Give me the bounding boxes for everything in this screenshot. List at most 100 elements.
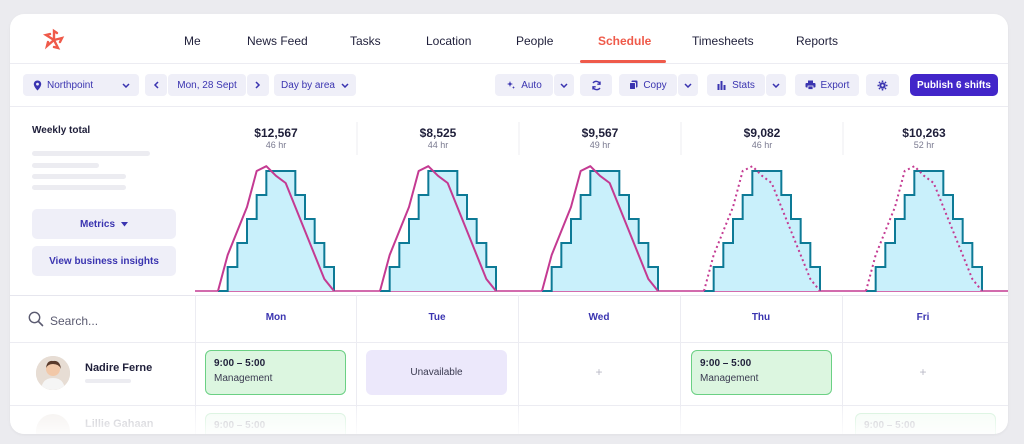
unavailable-card[interactable]: Unavailable [366,350,507,395]
staffing-area [542,171,658,291]
prev-date-button[interactable] [145,74,167,96]
avatar[interactable] [36,414,70,434]
grid-divider [680,295,681,434]
staffing-line [866,170,983,292]
weekly-total-title: Weekly total [32,125,91,136]
add-shift-button[interactable]: + [919,365,927,379]
refresh-button[interactable] [580,74,612,96]
export-button[interactable]: Export [795,74,859,96]
shift-card[interactable]: 9:00 – 5:00 [205,413,346,434]
day-total-hours: 49 hr [589,140,611,150]
add-shift-button[interactable]: + [595,365,603,379]
metrics-button[interactable]: Metrics [32,209,176,239]
auto-button[interactable]: Auto [495,74,553,96]
settings-button[interactable] [866,74,899,96]
grid-divider [356,295,357,434]
shift-card[interactable]: 9:00 – 5:00 Management [691,350,832,395]
employee-name[interactable]: Nadire Ferne [85,362,153,374]
day-total-cost: $9,567 [581,126,619,140]
copy-button[interactable]: Copy [619,74,677,96]
skeleton-line [32,151,150,156]
brand-logo-icon[interactable] [42,28,66,52]
day-total-cost: $8,525 [419,126,457,140]
app-frame: Me News Feed Tasks Location People Sched… [10,14,1008,434]
day-header-fri: Fri [916,312,930,323]
staffing-line [542,170,659,292]
grid-divider [195,295,196,434]
location-select[interactable]: Northpoint [23,74,139,96]
stats-menu-button[interactable] [766,74,786,96]
chevron-down-icon [122,82,130,88]
auto-label: Auto [521,79,542,91]
day-total-cost: $12,567 [254,126,298,140]
day-total-hours: 52 hr [913,140,935,150]
day-total-hours: 46 hr [751,140,773,150]
stats-button[interactable]: Stats [707,74,765,96]
nav-location[interactable]: Location [426,34,472,48]
day-total-hours: 46 hr [265,140,287,150]
chevron-down-icon [684,82,692,88]
staffing-area [866,171,982,291]
copy-label: Copy [643,79,667,91]
day-header-tue: Tue [428,312,446,323]
demand-line [703,165,821,292]
nav-me[interactable]: Me [184,34,201,48]
location-pin-icon [33,80,42,91]
staffing-area [218,171,334,291]
auto-menu-button[interactable] [554,74,574,96]
staffing-line [704,170,821,292]
search-icon [28,311,44,330]
refresh-icon [591,80,602,91]
grid-divider [842,295,843,434]
next-date-button[interactable] [247,74,269,96]
caret-down-icon [121,221,128,227]
copy-icon [629,80,638,90]
employee-name[interactable]: Lillie Gahaan [85,418,154,430]
view-label: Day by area [281,79,335,91]
bar-chart-icon [717,80,727,90]
nav-schedule[interactable]: Schedule [598,34,652,48]
copy-menu-button[interactable] [678,74,698,96]
publish-button[interactable]: Publish 6 shifts [910,74,998,96]
staffing-chart [195,122,1008,292]
staffing-line [380,170,497,292]
export-label: Export [820,79,850,91]
shift-time: 9:00 – 5:00 [864,420,916,431]
shift-card[interactable]: 9:00 – 5:00 [855,413,996,434]
nav-tasks[interactable]: Tasks [350,34,381,48]
skeleton-line [32,174,126,179]
printer-icon [805,80,816,90]
nav-timesheets[interactable]: Timesheets [692,34,754,48]
day-total-cost: $9,082 [743,126,781,140]
demand-line [865,165,983,292]
skeleton-line [32,163,99,168]
grid-divider [10,295,1008,296]
shift-time: 9:00 – 5:00 [700,358,752,369]
avatar[interactable] [36,356,70,390]
shift-role: Management [700,373,759,384]
demand-line [217,165,335,292]
top-nav: Me News Feed Tasks Location People Sched… [10,14,1008,64]
skeleton-line [85,379,131,383]
sparkle-icon [506,80,516,90]
skeleton-line [32,185,126,190]
nav-reports[interactable]: Reports [796,34,839,48]
business-insights-button[interactable]: View business insights [32,246,176,276]
view-select[interactable]: Day by area [274,74,356,96]
employee-search[interactable] [28,311,170,330]
location-label: Northpoint [47,79,94,91]
day-header-thu: Thu [751,312,771,323]
date-picker[interactable]: Mon, 28 Sept [168,74,246,96]
metrics-label: Metrics [79,218,115,230]
day-total-hours: 44 hr [427,140,449,150]
shift-time: 9:00 – 5:00 [214,358,266,369]
staffing-line [218,170,335,292]
chevron-down-icon [560,82,568,88]
shift-card[interactable]: 9:00 – 5:00 Management [205,350,346,395]
gear-icon [877,80,888,91]
grid-divider [10,405,1008,406]
shift-time: 9:00 – 5:00 [214,420,266,431]
nav-people[interactable]: People [516,34,554,48]
search-input[interactable] [50,313,170,328]
nav-news-feed[interactable]: News Feed [247,34,308,48]
